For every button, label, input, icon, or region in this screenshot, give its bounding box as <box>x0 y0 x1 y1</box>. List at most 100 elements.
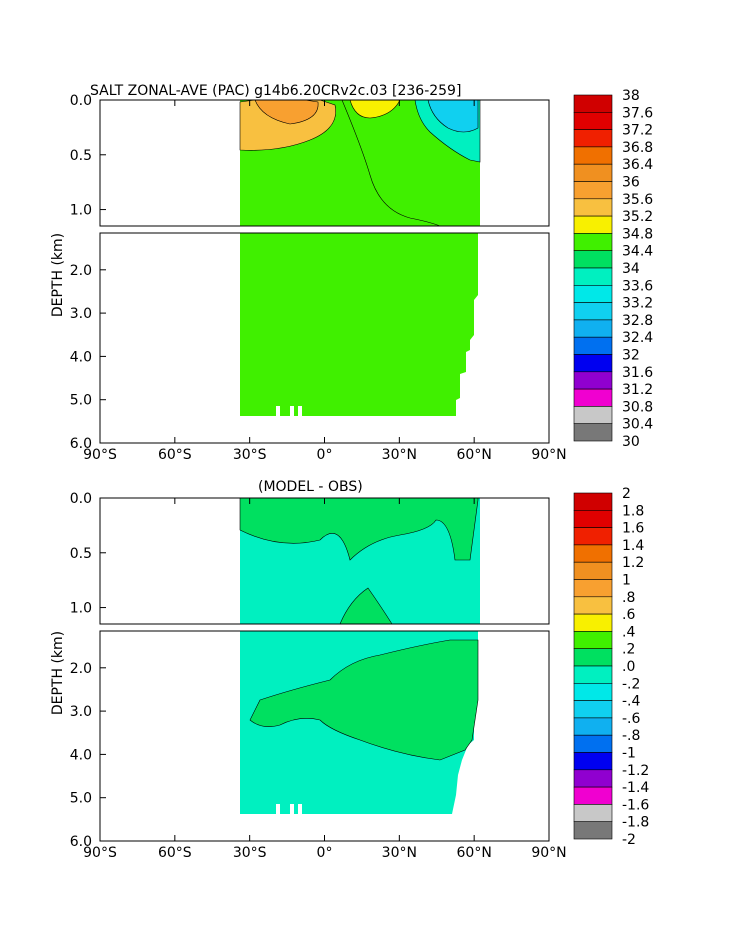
x-tick-label: 90°S <box>83 447 117 463</box>
y-tick-label: 6.0 <box>70 436 92 452</box>
colorbar-label: 33.6 <box>622 278 653 294</box>
colorbar-swatch <box>573 94 613 113</box>
bathymetry-gap <box>298 406 302 416</box>
colorbar-swatch <box>573 804 613 823</box>
y-tick-label: 4.0 <box>70 747 92 763</box>
colorbar-swatch <box>573 250 613 269</box>
colorbar-label: .4 <box>622 624 635 640</box>
colorbar-swatch <box>573 665 613 684</box>
colorbar-label: 36 <box>622 175 640 191</box>
x-tick-label: 60°S <box>158 447 192 463</box>
colorbar-swatch <box>573 613 613 632</box>
y-tick-label: 0.5 <box>70 148 92 164</box>
colorbar-label: 31.2 <box>622 382 653 398</box>
y-tick-label: 2.0 <box>70 263 92 279</box>
colorbar-swatch <box>573 163 613 182</box>
colorbar-label: -1 <box>622 746 636 762</box>
salinity-panel: SALT ZONAL-AVE (PAC) g14b6.20CRv2c.03 [2… <box>90 83 550 444</box>
colorbar-label: 35.6 <box>622 192 653 208</box>
y-tick-label: 1.0 <box>70 203 92 219</box>
colorbar-label: -.2 <box>622 676 640 692</box>
colorbar-label: 30.8 <box>622 399 653 415</box>
y-tick-label: 2.0 <box>70 661 92 677</box>
colorbar-label: 32 <box>622 348 640 364</box>
colorbar-swatch <box>573 544 613 563</box>
y-tick-label: 6.0 <box>70 834 92 850</box>
colorbar-swatch <box>573 631 613 650</box>
colorbar-swatch <box>573 786 613 805</box>
y-tick-label: 0.0 <box>70 93 92 109</box>
colorbar-label: -2 <box>622 832 636 848</box>
x-tick-label: 60°S <box>158 845 192 861</box>
positive-region <box>249 639 479 761</box>
colorbar-swatch <box>573 561 613 580</box>
colorbar-swatch <box>573 821 613 840</box>
y-tick-label: 1.0 <box>70 601 92 617</box>
colorbar-label: -.6 <box>622 711 641 727</box>
colorbar-label: -.4 <box>622 694 641 710</box>
y-tick-label: 0.5 <box>70 546 92 562</box>
colorbar-swatch <box>573 509 613 528</box>
colorbar-swatch <box>573 734 613 753</box>
colorbar-swatch <box>573 579 613 598</box>
contour-line <box>341 99 441 227</box>
colorbar-label: 1.4 <box>622 538 644 554</box>
colorbar-swatch <box>573 267 613 286</box>
colorbar-swatch <box>573 129 613 148</box>
y-tick-label: 5.0 <box>70 393 92 409</box>
colorbar-label: -1.8 <box>622 815 649 831</box>
y-tick-label: 0.0 <box>70 491 92 507</box>
colorbar-swatch <box>573 233 613 251</box>
panel-title: (MODEL - OBS) <box>258 479 363 495</box>
colorbar-label: -.8 <box>622 728 640 744</box>
salinity-field <box>239 99 481 416</box>
bathymetry-gap <box>276 804 280 814</box>
colorbar-label: .2 <box>622 642 635 658</box>
positive-region <box>239 497 479 561</box>
x-tick-label: 60°N <box>457 845 492 861</box>
colorbar-swatch <box>573 319 613 338</box>
x-tick-label: 90°S <box>83 845 117 861</box>
bathymetry-gap <box>298 804 302 814</box>
colorbar-label: 30 <box>622 434 640 450</box>
y-axis-label: DEPTH (km) <box>50 631 66 715</box>
data-region <box>240 233 478 416</box>
colorbar-label: 1.8 <box>622 503 644 519</box>
colorbar-label: 31.6 <box>622 365 653 381</box>
colorbar-label: 32.8 <box>622 313 653 329</box>
x-tick-label: 60°N <box>457 447 492 463</box>
colorbars: 3837.637.236.836.43635.635.234.834.43433… <box>573 88 653 848</box>
colorbar-swatch <box>573 492 613 511</box>
colorbar-label: -1.2 <box>622 763 649 779</box>
bathymetry-gap <box>290 804 294 814</box>
colorbar-label: .8 <box>622 590 635 606</box>
colorbar-swatch <box>573 648 613 667</box>
colorbar-swatch <box>573 371 613 390</box>
difference-field <box>239 497 480 814</box>
colorbar-label: .0 <box>622 659 635 675</box>
colorbar-swatch <box>573 198 613 217</box>
colorbar-label: 1.2 <box>622 555 644 571</box>
colorbar-label: 37.6 <box>622 105 653 121</box>
axis-labels: 90°S 60°S 30°S 0° 30°N 60°N 90°N 0.0 0.5 1.0 2.0 3.… <box>50 93 567 861</box>
panel-title: SALT ZONAL-AVE (PAC) g14b6.20CRv2c.03 [2… <box>90 83 461 99</box>
colorbar-label: -1.6 <box>622 797 649 813</box>
colorbar-swatch <box>573 769 613 788</box>
colorbar-label: 37.2 <box>622 123 653 139</box>
colorbar-label: 38 <box>622 88 640 104</box>
colorbar-label: 1.6 <box>622 521 644 537</box>
colorbar-label: 35.2 <box>622 209 653 225</box>
colorbar-label: 36.4 <box>622 157 653 173</box>
y-tick-label: 3.0 <box>70 704 92 720</box>
x-tick-label: 30°S <box>233 845 267 861</box>
colorbar-label: 33.2 <box>622 296 653 312</box>
colorbar-label: .6 <box>622 607 635 623</box>
colorbar-swatch <box>573 682 613 701</box>
colorbar-label: 36.8 <box>622 140 653 156</box>
x-tick-label: 30°N <box>382 845 417 861</box>
x-tick-label: 30°N <box>382 447 417 463</box>
colorbar-label: 34.4 <box>622 244 653 260</box>
colorbar-label: 30.4 <box>622 417 653 433</box>
colorbar-swatch <box>573 146 613 165</box>
